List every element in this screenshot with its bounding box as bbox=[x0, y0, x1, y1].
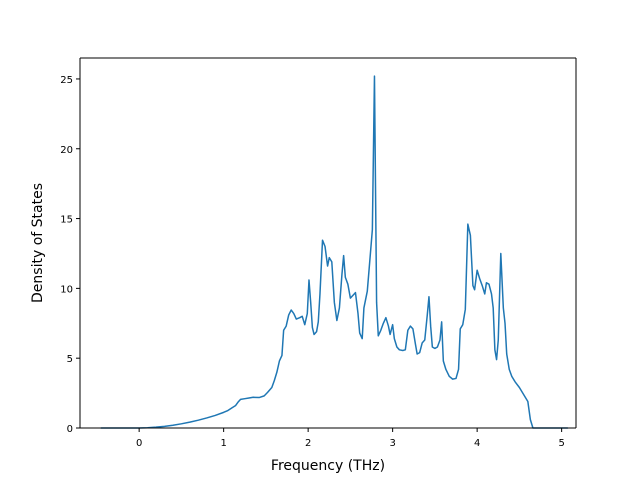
x-tick-label: 4 bbox=[474, 438, 480, 449]
y-tick-label: 25 bbox=[60, 75, 73, 86]
series-line bbox=[100, 75, 569, 429]
y-tick-label: 10 bbox=[60, 284, 73, 295]
x-axis-ticks: 0 1 2 3 4 5 bbox=[136, 428, 565, 449]
y-axis-ticks: 0 5 10 15 20 25 bbox=[60, 75, 80, 435]
plot-frame bbox=[79, 57, 577, 429]
x-tick-label: 1 bbox=[220, 438, 226, 449]
y-tick-label: 5 bbox=[67, 354, 73, 365]
x-tick-label: 2 bbox=[305, 438, 311, 449]
x-tick-label: 0 bbox=[136, 438, 142, 449]
x-tick-label: 3 bbox=[389, 438, 395, 449]
x-axis-label: Frequency (THz) bbox=[271, 458, 385, 474]
y-tick-label: 20 bbox=[60, 145, 73, 156]
plot-content bbox=[100, 75, 569, 429]
y-tick-label: 15 bbox=[60, 215, 73, 226]
plot-area bbox=[80, 58, 576, 428]
x-tick-label: 5 bbox=[558, 438, 564, 449]
y-axis-label: Density of States bbox=[30, 183, 46, 303]
y-tick-label: 0 bbox=[67, 424, 73, 435]
